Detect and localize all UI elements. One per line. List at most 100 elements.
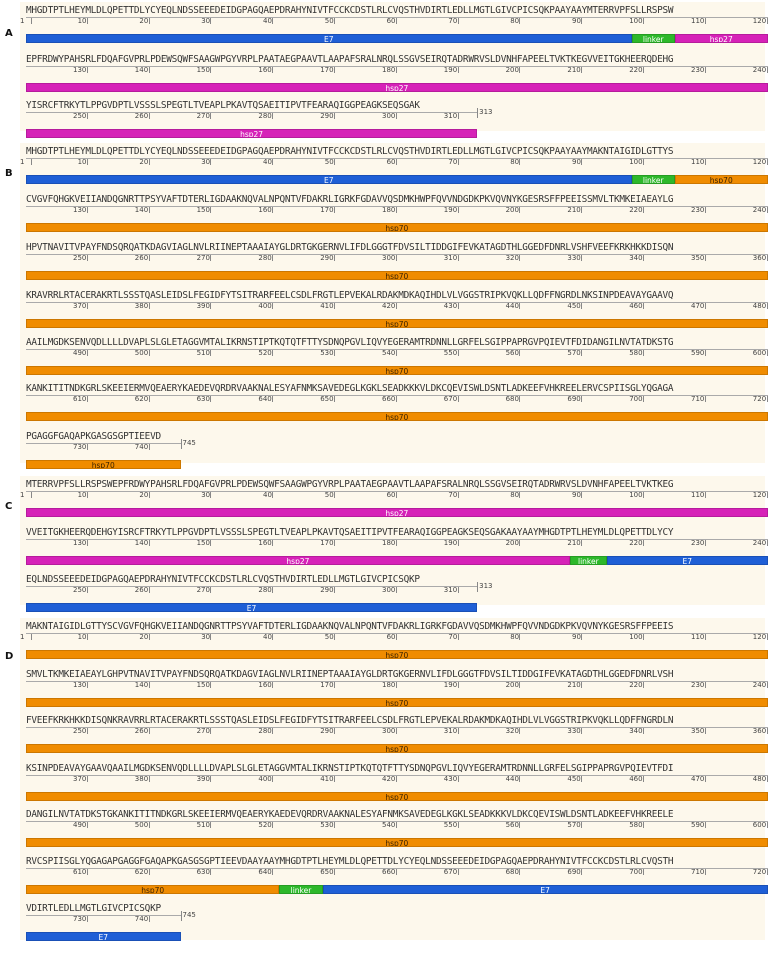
ruler-tick [148, 916, 150, 922]
ruler-tick [148, 492, 150, 498]
ruler-tick-label: 590 [691, 821, 705, 829]
ruler-tick-label: 150 [196, 539, 210, 547]
ruler-tick [210, 728, 212, 734]
ruler-tick [766, 728, 768, 734]
ruler-tick-label: 430 [443, 775, 458, 783]
ruler-tick [457, 67, 459, 73]
ruler-tick-label: 480 [752, 302, 767, 310]
ruler-baseline [26, 586, 478, 587]
ruler-tick [457, 18, 459, 24]
ruler-tick [704, 207, 706, 213]
ruler-tick-label: 30 [201, 491, 211, 499]
domain-bar-hsp27: hsp27 [26, 556, 570, 565]
ruler-tick [519, 18, 521, 24]
ruler-tick-label: 320 [505, 254, 519, 262]
ruler-tick-label: 130 [73, 539, 87, 547]
domain-bar-hsp70: hsp70 [26, 460, 181, 469]
ruler-tick-label: 620 [134, 395, 149, 403]
ruler-tick-label: 290 [320, 586, 334, 594]
ruler-tick-label: 1 [20, 17, 25, 25]
ruler-tick-label: 540 [382, 349, 396, 357]
ruler-tick [86, 159, 88, 165]
sequence-end-label: 313 [477, 582, 493, 592]
panel-label: C [5, 501, 13, 512]
ruler-tick [704, 540, 706, 546]
sequence-end-label: 313 [477, 108, 493, 118]
ruler-tick-label: 360 [752, 254, 767, 262]
ruler-tick [272, 113, 274, 119]
ruler-tick [704, 822, 706, 828]
ruler-tick [148, 207, 150, 213]
ruler-tick-label: 150 [196, 681, 210, 689]
ruler-tick-label: 530 [320, 349, 334, 357]
ruler-tick [395, 682, 397, 688]
ruler-tick [519, 396, 521, 402]
domain-bar-hsp70: hsp70 [26, 744, 768, 753]
ruler-tick [272, 728, 274, 734]
ruler-tick-label: 260 [134, 586, 149, 594]
ruler-tick [704, 350, 706, 356]
ruler-tick [210, 159, 212, 165]
ruler-baseline [26, 443, 181, 444]
ruler-tick [148, 776, 150, 782]
ruler-tick-label: 230 [691, 206, 705, 214]
ruler-tick-label: 270 [196, 254, 210, 262]
panel-c [20, 476, 765, 605]
ruler-tick-label: 380 [134, 302, 149, 310]
position-ruler: 1 10 20 30 40 50 60 70 80 90 100 110 120 [0, 17, 770, 27]
ruler-tick [395, 67, 397, 73]
domain-bar-hsp70: hsp70 [26, 698, 768, 707]
ruler-tick [334, 67, 335, 73]
ruler-tick-label: 310 [443, 727, 458, 735]
ruler-tick [86, 822, 88, 828]
ruler-tick [86, 18, 88, 24]
ruler-tick [31, 492, 33, 498]
ruler-tick-label: 720 [752, 395, 767, 403]
ruler-tick [334, 255, 335, 261]
ruler-tick-label: 330 [567, 727, 581, 735]
ruler-tick [766, 822, 768, 828]
ruler-tick-label: 510 [196, 821, 210, 829]
ruler-tick [272, 587, 274, 593]
ruler-tick-label: 600 [752, 821, 767, 829]
ruler-tick-label: 360 [752, 727, 767, 735]
domain-bar-hsp70: hsp70 [674, 175, 768, 184]
ruler-tick [457, 492, 459, 498]
ruler-tick-label: 350 [691, 727, 705, 735]
ruler-tick-label: 160 [258, 66, 272, 74]
ruler-baseline [26, 158, 768, 159]
ruler-tick [86, 350, 88, 356]
ruler-tick-label: 540 [382, 821, 396, 829]
ruler-tick [704, 303, 706, 309]
ruler-tick [581, 396, 583, 402]
ruler-tick-label: 110 [691, 158, 705, 166]
position-ruler: 130 140 150 160 170 180 190 200 210 220 230 240 [0, 539, 770, 549]
ruler-tick [457, 303, 459, 309]
ruler-tick-label: 240 [752, 206, 767, 214]
domain-bar-hsp27: hsp27 [674, 34, 768, 43]
ruler-tick-label: 10 [77, 491, 87, 499]
ruler-tick-label: 300 [382, 586, 396, 594]
ruler-tick-label: 500 [134, 821, 149, 829]
ruler-tick-label: 390 [196, 775, 210, 783]
ruler-tick [643, 634, 644, 640]
ruler-tick-label: 90 [572, 633, 581, 641]
ruler-tick-label: 440 [505, 775, 519, 783]
ruler-tick-label: 250 [73, 586, 87, 594]
ruler-tick [148, 113, 150, 119]
ruler-tick-label: 320 [505, 727, 519, 735]
sequence-line: RVCSPIISGLYQGAGAPGAGGFGAQAPKGASGSGPTIEEV… [26, 856, 674, 867]
ruler-tick-label: 740 [134, 915, 149, 923]
ruler-tick-label: 20 [139, 491, 149, 499]
ruler-tick-label: 20 [139, 158, 149, 166]
ruler-tick-label: 180 [382, 206, 396, 214]
sequence-end-label: 745 [180, 911, 196, 921]
ruler-tick [334, 587, 335, 593]
ruler-tick-label: 470 [691, 302, 705, 310]
ruler-tick-label: 200 [505, 66, 519, 74]
ruler-tick [519, 634, 521, 640]
ruler-tick [581, 776, 583, 782]
ruler-tick-label: 440 [505, 302, 519, 310]
ruler-tick-label: 240 [752, 539, 767, 547]
ruler-tick-label: 180 [382, 681, 396, 689]
